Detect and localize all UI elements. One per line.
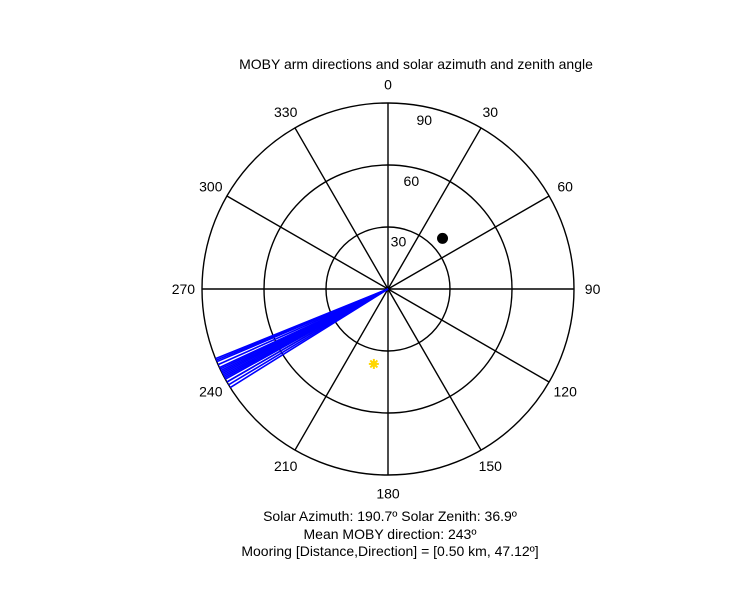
caption-mooring: Mooring [Distance,Direction] = [0.50 km,… — [241, 543, 539, 559]
sun-marker — [368, 358, 379, 369]
spoke-210 — [294, 288, 389, 451]
angle-tick-label-150: 150 — [479, 458, 503, 474]
angle-tick-label-0: 0 — [384, 76, 392, 92]
angle-tick-label-180: 180 — [376, 486, 400, 502]
mooring-marker — [437, 232, 449, 244]
angle-tick-label-240: 240 — [199, 383, 223, 399]
angle-tick-label-90: 90 — [585, 281, 601, 297]
arm-line-15 — [215, 288, 389, 360]
sun-core — [370, 360, 377, 367]
angle-tick-label-60: 60 — [557, 179, 573, 195]
angle-tick-label-270: 270 — [172, 281, 196, 297]
arm-directions — [215, 288, 389, 389]
chart-title: MOBY arm directions and solar azimuth an… — [239, 56, 593, 72]
caption-solar: Solar Azimuth: 190.7º Solar Zenith: 36.9… — [263, 508, 517, 524]
angle-tick-label-300: 300 — [199, 179, 223, 195]
spoke-120 — [387, 288, 550, 383]
caption-mean-direction: Mean MOBY direction: 243º — [303, 526, 477, 542]
angle-tick-label-330: 330 — [274, 104, 298, 120]
radial-tick-label-90: 90 — [416, 112, 432, 128]
spoke-150 — [387, 288, 482, 451]
angle-tick-label-210: 210 — [274, 458, 298, 474]
spoke-60 — [387, 195, 550, 290]
angle-tick-label-120: 120 — [554, 383, 578, 399]
radial-tick-label-30: 30 — [391, 234, 407, 250]
tick-labels: 30 60 90 0 30 60 90 120 150 180 210 240 270 300 330 — [172, 76, 601, 501]
spoke-30 — [387, 127, 482, 290]
radial-tick-label-60: 60 — [404, 173, 420, 189]
markers — [368, 232, 449, 369]
spoke-330 — [294, 127, 389, 290]
angle-tick-label-30: 30 — [483, 104, 499, 120]
spoke-300 — [226, 195, 389, 290]
